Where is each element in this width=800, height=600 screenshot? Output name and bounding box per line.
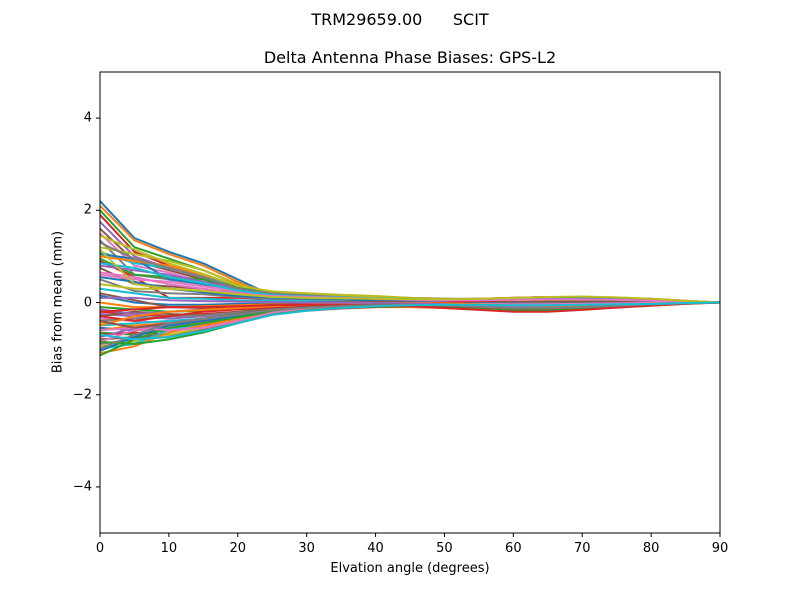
y-tick-label: −2 <box>72 387 92 403</box>
x-tick-label: 70 <box>573 541 591 556</box>
figure-suptitle: TRM29659.00 SCIT <box>311 10 489 29</box>
chart-title: Delta Antenna Phase Biases: GPS-L2 <box>263 48 557 67</box>
data-lines <box>99 200 721 357</box>
y-tick-label: −4 <box>72 479 92 495</box>
x-tick-label: 40 <box>367 541 384 556</box>
y-tick-label: 0 <box>83 295 92 310</box>
y-tick-label: 2 <box>83 202 92 218</box>
series-line <box>99 234 721 304</box>
x-tick-label: 0 <box>95 541 105 556</box>
series-line <box>99 248 721 304</box>
x-axis-label: Elvation angle (degrees) <box>330 561 490 576</box>
x-ticks <box>99 533 721 537</box>
x-tick-label: 80 <box>642 541 660 556</box>
x-tick-label: 30 <box>298 541 315 556</box>
x-tick-label: 60 <box>505 541 522 556</box>
x-tick-label: 50 <box>436 541 453 556</box>
series-line <box>99 301 721 341</box>
x-tick-label: 90 <box>711 541 729 556</box>
y-axis-label: Bias from mean (mm) <box>50 230 66 374</box>
y-ticks <box>96 117 100 488</box>
y-tick-label: 4 <box>83 110 92 126</box>
x-tick-label: 10 <box>160 541 178 556</box>
x-tick-label: 20 <box>229 541 247 556</box>
